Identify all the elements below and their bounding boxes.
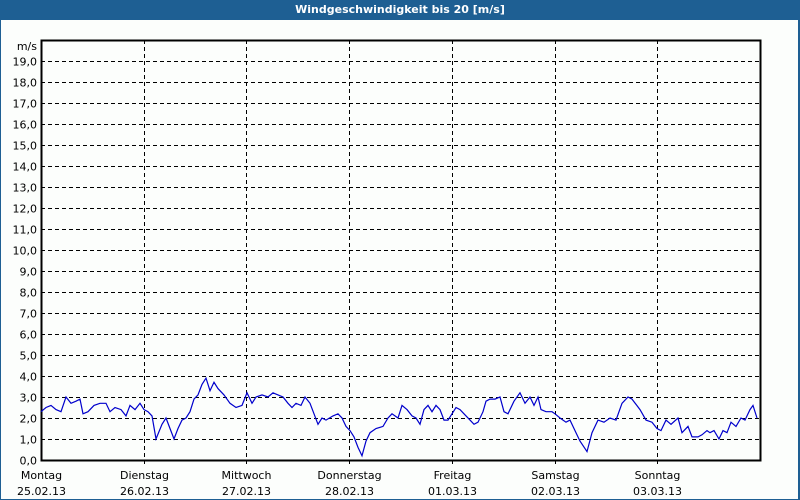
y-tick-label: 1,0 <box>20 434 38 447</box>
wind-speed-line <box>40 376 758 458</box>
x-tick-day: Donnerstag <box>317 469 381 482</box>
y-tick-label: 6,0 <box>20 329 38 342</box>
y-tick-label: 8,0 <box>20 287 38 300</box>
y-unit-label: m/s <box>17 40 37 53</box>
y-tick-label: 12,0 <box>13 203 38 216</box>
y-tick-label: 0,0 <box>20 455 38 468</box>
y-tick-label: 3,0 <box>20 392 38 405</box>
plot-frame <box>40 39 762 462</box>
x-tick-day: Dienstag <box>120 469 169 482</box>
y-tick-label: 18,0 <box>13 77 38 90</box>
y-tick-label: 16,0 <box>13 119 38 132</box>
chart-title: Windgeschwindigkeit bis 20 [m/s] <box>295 3 505 16</box>
y-tick-label: 7,0 <box>20 308 38 321</box>
x-tick-day: Samstag <box>531 469 579 482</box>
x-tick-day: Freitag <box>434 469 472 482</box>
y-tick-label: 5,0 <box>20 350 38 363</box>
y-tick-label: 15,0 <box>13 140 38 153</box>
x-tick-date: 25.02.13 <box>17 485 66 498</box>
x-tick-date: 28.02.13 <box>325 485 374 498</box>
y-tick-label: 19,0 <box>13 56 38 69</box>
x-tick-date: 03.03.13 <box>633 485 682 498</box>
y-tick-label: 14,0 <box>13 161 38 174</box>
grid-lines <box>41 40 760 466</box>
x-tick-day: Sonntag <box>635 469 681 482</box>
chart-panel <box>1 20 798 499</box>
y-tick-label: 9,0 <box>20 266 38 279</box>
x-tick-date: 01.03.13 <box>428 485 477 498</box>
y-tick-label: 4,0 <box>20 371 38 384</box>
y-tick-label: 2,0 <box>20 413 38 426</box>
y-tick-label: 13,0 <box>13 182 38 195</box>
x-tick-day: Montag <box>21 469 62 482</box>
y-tick-label: 10,0 <box>13 245 38 258</box>
x-tick-date: 02.03.13 <box>531 485 580 498</box>
x-tick-date: 27.02.13 <box>222 485 271 498</box>
x-tick-day: Mittwoch <box>222 469 272 482</box>
y-tick-label: 17,0 <box>13 98 38 111</box>
y-tick-label: 11,0 <box>13 224 38 237</box>
x-tick-date: 26.02.13 <box>120 485 169 498</box>
